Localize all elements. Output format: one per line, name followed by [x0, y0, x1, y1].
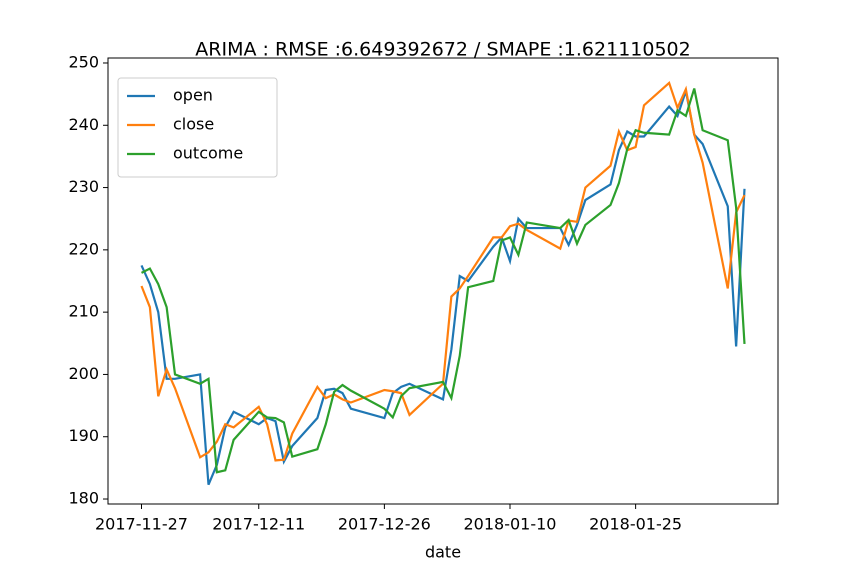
legend-label: outcome: [173, 144, 243, 163]
plot-frame: [107, 57, 779, 505]
legend: open close outcome: [117, 77, 278, 178]
series-line: [140, 80, 746, 462]
y-tick-label: 200: [68, 364, 99, 383]
legend-box: [117, 77, 278, 178]
y-tick-label: 180: [68, 489, 99, 508]
y-tick-label: 230: [68, 177, 99, 196]
legend-label: close: [173, 115, 214, 134]
x-tick-label: 2017-12-11: [212, 515, 305, 534]
y-tick-label: 240: [68, 115, 99, 134]
y-tick-label: 250: [68, 52, 99, 71]
x-tick-label: 2018-01-25: [589, 515, 682, 534]
x-axis-label: date: [425, 543, 461, 562]
chart-title: ARIMA : RMSE :6.649392672 / SMAPE :1.621…: [195, 39, 690, 61]
y-tick-label: 220: [68, 239, 99, 258]
x-tick-label: 2017-11-27: [95, 515, 188, 534]
x-tick-label: 2018-01-10: [464, 515, 557, 534]
y-tick-label: 190: [68, 426, 99, 445]
series-line: [140, 88, 746, 474]
x-tick-label: 2017-12-26: [338, 515, 431, 534]
legend-label: open: [173, 86, 213, 105]
y-tick-label: 210: [68, 302, 99, 321]
